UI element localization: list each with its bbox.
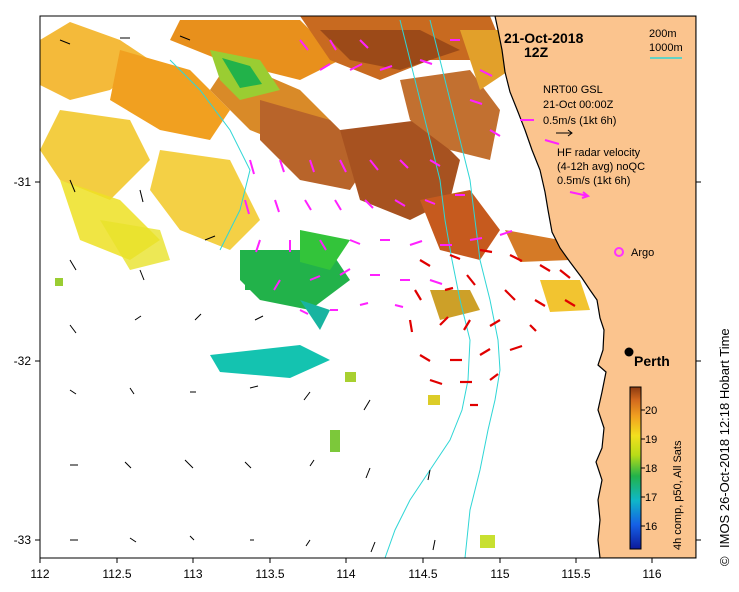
nrt-legend-arrow xyxy=(556,129,573,137)
hf-radar-arrows xyxy=(244,39,560,315)
eddy-arrows xyxy=(408,248,576,407)
y-tick-31: -31 xyxy=(14,175,32,189)
y-tick-33: -33 xyxy=(14,533,32,547)
x-tick-114-5: 114.5 xyxy=(408,567,437,581)
argo-label: Argo xyxy=(631,247,654,259)
x-tick-114: 114 xyxy=(336,567,355,581)
colorbar-tick-18: 18 xyxy=(645,463,657,475)
y-tick-32: -32 xyxy=(14,354,32,368)
x-tick-116: 116 xyxy=(642,567,661,581)
x-tick-115: 115 xyxy=(490,567,509,581)
hf-legend-arrow xyxy=(569,191,591,199)
x-tick-labels: 112 112.5 113 113.5 114 114.5 115 115.5 … xyxy=(30,567,661,581)
x-tick-112: 112 xyxy=(30,567,49,581)
hf-legend-line3: 0.5m/s (1kt 6h) xyxy=(557,175,630,187)
nrt-legend-line3: 0.5m/s (1kt 6h) xyxy=(543,115,616,127)
x-tick-113-5: 113.5 xyxy=(255,567,284,581)
axis-tick-marks xyxy=(35,181,701,563)
colorbar-tick-19: 19 xyxy=(645,434,657,446)
credit-line: IMOS 26-Oct-2018 12:18 Hobart Time xyxy=(717,328,732,548)
x-tick-113: 113 xyxy=(183,567,202,581)
perth-dot-icon xyxy=(624,347,634,357)
argo-marker-icon xyxy=(614,247,624,257)
hf-legend-line1: HF radar velocity xyxy=(557,147,641,159)
nrt-legend-line2: 21-Oct 00:00Z xyxy=(543,99,614,111)
nrt-legend-line1: NRT00 GSL xyxy=(543,84,603,96)
model-arrows xyxy=(59,35,436,553)
time-label: 12Z xyxy=(524,44,549,60)
hf-legend-line2: (4-12h avg) noQC xyxy=(557,161,645,173)
sst-data-layer xyxy=(40,16,590,548)
date-label: 21-Oct-2018 xyxy=(504,30,584,46)
y-tick-labels: -31 -32 -33 xyxy=(14,175,32,547)
colorbar-tick-17: 17 xyxy=(645,492,657,504)
colorbar: 16 17 18 19 20 4h comp, p50, All Sats xyxy=(629,386,684,550)
x-tick-115-5: 115.5 xyxy=(561,567,590,581)
plot-frame xyxy=(39,15,697,559)
colorbar-tick-16: 16 xyxy=(645,521,657,533)
credit-symbol: © xyxy=(717,556,732,566)
contour-legend-1000m: 1000m xyxy=(649,42,683,54)
land-mass xyxy=(494,16,696,558)
depth-contours xyxy=(169,19,501,558)
city-label: Perth xyxy=(634,353,670,369)
colorbar-title: 4h comp, p50, All Sats xyxy=(672,440,684,550)
colorbar-tick-20: 20 xyxy=(645,405,657,417)
x-tick-112-5: 112.5 xyxy=(102,567,131,581)
contour-legend-200m: 200m xyxy=(649,28,677,40)
colorbar-scale xyxy=(629,386,642,550)
